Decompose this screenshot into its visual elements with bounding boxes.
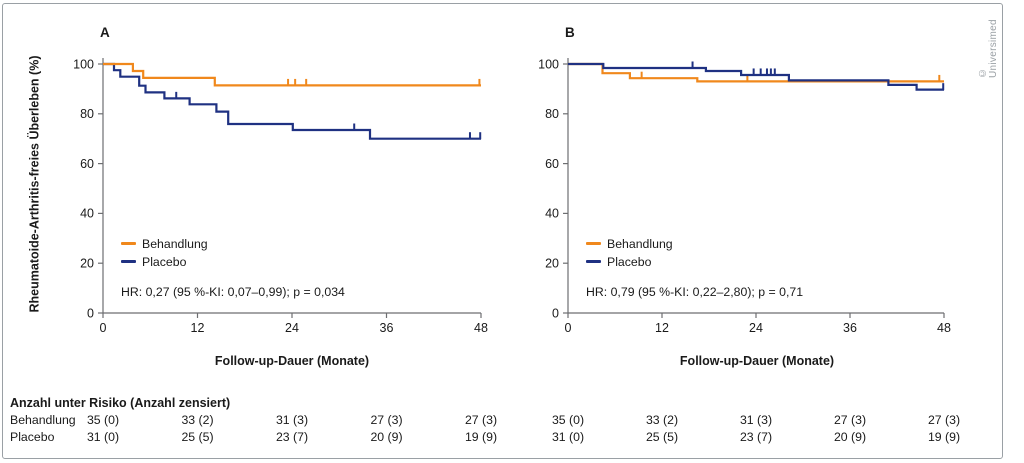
- risk-cell: 20 (9): [370, 430, 403, 444]
- risk-cell: 23 (7): [739, 430, 773, 444]
- placebo-line-swatch: [586, 260, 601, 263]
- x-tick-label: 48: [937, 321, 951, 335]
- behandlung-curve: [103, 62, 481, 87]
- x-tick-label: 0: [100, 321, 107, 335]
- risk-cell: 31 (3): [739, 413, 773, 427]
- x-axis-title-a: Follow-up-Dauer (Monate): [214, 354, 370, 368]
- y-tick-label: 80: [545, 107, 559, 121]
- legend-item-behandlung: Behandlung: [121, 236, 208, 251]
- risk-cell: 33 (2): [645, 413, 679, 427]
- risk-cell: 27 (3): [464, 413, 498, 427]
- risk-cell: 31 (3): [275, 413, 309, 427]
- legend-item-placebo: Placebo: [586, 254, 673, 269]
- placebo-line-swatch: [121, 260, 136, 263]
- y-tick-label: 20: [545, 257, 559, 271]
- y-tick-label: 0: [87, 306, 94, 320]
- risk-cell: 35 (0): [551, 413, 585, 427]
- risk-row-label-behandlung: Behandlung: [10, 413, 76, 427]
- y-tick-label: 60: [80, 157, 94, 171]
- risk-cell: 25 (5): [181, 430, 214, 444]
- copyright-note: © Universimed: [977, 19, 999, 78]
- x-tick-label: 48: [474, 321, 488, 335]
- legend-label-behandlung: Behandlung: [142, 236, 208, 251]
- risk-cell: 25 (5): [645, 430, 679, 444]
- placebo-curve: [103, 62, 481, 140]
- legend-item-placebo: Placebo: [121, 254, 208, 269]
- panel-b-letter: B: [565, 25, 575, 40]
- panel-a-plot: 0 20 40 60 80 100 0 12 24 36 48: [73, 57, 488, 335]
- behandlung-line-swatch: [586, 242, 601, 245]
- risk-cell: 20 (9): [833, 430, 867, 444]
- x-tick-label: 24: [285, 321, 299, 335]
- x-tick-label: 24: [749, 321, 763, 335]
- panel-a-letter: A: [100, 25, 110, 40]
- x-tick-label: 0: [565, 321, 572, 335]
- behandlung-line-swatch: [121, 242, 136, 245]
- x-tick-label: 36: [380, 321, 394, 335]
- placebo-curve: [568, 62, 944, 91]
- y-tick-label: 100: [73, 57, 94, 71]
- legend-panel-a: Behandlung Placebo: [121, 237, 208, 273]
- risk-cell: 31 (0): [551, 430, 585, 444]
- x-tick-label: 12: [191, 321, 205, 335]
- risk-table-header: Anzahl unter Risiko (Anzahl zensiert): [10, 396, 231, 410]
- legend-label-placebo: Placebo: [142, 254, 187, 269]
- risk-cell: 19 (9): [464, 430, 498, 444]
- risk-cell: 19 (9): [927, 430, 961, 444]
- risk-cell: 33 (2): [181, 413, 214, 427]
- y-tick-label: 40: [80, 207, 94, 221]
- legend-panel-b: Behandlung Placebo: [586, 237, 673, 273]
- y-tick-label: 40: [545, 207, 559, 221]
- y-axis-title: Rheumatoide-Arthritis-freies Überleben (…: [27, 55, 42, 313]
- y-tick-label: 20: [80, 257, 94, 271]
- x-tick-label: 12: [655, 321, 669, 335]
- risk-cell: 27 (3): [927, 413, 961, 427]
- hr-statistic-b: HR: 0,79 (95 %-KI: 0,22–2,80); p = 0,71: [586, 285, 804, 299]
- panel-b-plot: 0 20 40 60 80 100 0 12 24 36 48: [538, 57, 951, 335]
- risk-cell: 23 (7): [275, 430, 309, 444]
- hr-statistic-a: HR: 0,27 (95 %-KI: 0,07–0,99); p = 0,034: [121, 285, 345, 299]
- y-tick-label: 60: [545, 157, 559, 171]
- risk-cell: 35 (0): [86, 413, 120, 427]
- y-tick-label: 100: [538, 57, 559, 71]
- risk-row-label-placebo: Placebo: [10, 430, 55, 444]
- legend-label-behandlung: Behandlung: [607, 236, 673, 251]
- risk-cell: 27 (3): [370, 413, 403, 427]
- x-axis-title-b: Follow-up-Dauer (Monate): [679, 354, 835, 368]
- risk-cell: 31 (0): [86, 430, 120, 444]
- behandlung-curve: [568, 62, 944, 83]
- y-tick-label: 80: [80, 107, 94, 121]
- legend-item-behandlung: Behandlung: [586, 236, 673, 251]
- y-tick-label: 0: [552, 306, 559, 320]
- risk-cell: 27 (3): [833, 413, 867, 427]
- legend-label-placebo: Placebo: [607, 254, 652, 269]
- x-tick-label: 36: [843, 321, 857, 335]
